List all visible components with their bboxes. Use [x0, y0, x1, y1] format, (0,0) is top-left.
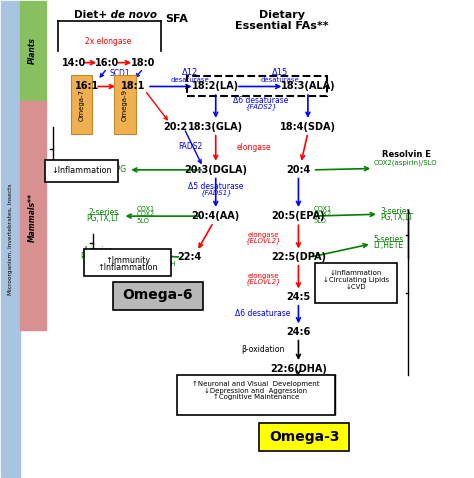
FancyBboxPatch shape [259, 424, 349, 451]
Text: 3-series: 3-series [380, 207, 410, 216]
FancyBboxPatch shape [176, 375, 335, 415]
Text: SFA: SFA [165, 14, 188, 24]
Bar [0, 0, 19, 478]
Text: LTAH: LTAH [318, 264, 334, 270]
Text: 22:6(DHA): 22:6(DHA) [270, 364, 327, 374]
Text: Omega-6: Omega-6 [122, 288, 193, 302]
Text: Omega-9: Omega-9 [122, 88, 128, 120]
Bar [187, 76, 327, 96]
Text: 18:1: 18:1 [121, 81, 145, 91]
FancyBboxPatch shape [45, 160, 118, 182]
Text: {FADS2}: {FADS2} [245, 103, 276, 110]
Text: COX1: COX1 [314, 206, 332, 212]
Text: ↓Circulating Lipids: ↓Circulating Lipids [323, 277, 389, 283]
Text: {ELOVL2}: {ELOVL2} [245, 238, 281, 244]
Text: COX2: COX2 [314, 211, 332, 217]
Text: desaturase: desaturase [170, 76, 209, 83]
Text: desaturase: desaturase [261, 76, 300, 83]
Text: LTAH: LTAH [160, 261, 176, 267]
FancyBboxPatch shape [113, 282, 203, 310]
Text: PG,TX,LT: PG,TX,LT [80, 252, 113, 261]
Text: 16:0: 16:0 [95, 58, 119, 68]
Text: 5LO: 5LO [137, 218, 150, 224]
Text: ↓Inflammation: ↓Inflammation [51, 166, 112, 175]
Text: 2x elongase: 2x elongase [85, 37, 132, 46]
Text: β-oxidation: β-oxidation [241, 345, 285, 354]
Text: PG,TX,LT: PG,TX,LT [86, 214, 119, 223]
Text: ↓Inflammation: ↓Inflammation [330, 271, 383, 276]
Text: Diet+: Diet+ [74, 10, 107, 20]
Text: 20:4(AA): 20:4(AA) [191, 211, 240, 221]
Text: 22:4: 22:4 [178, 252, 202, 262]
Text: LT,HETE: LT,HETE [373, 241, 403, 250]
Text: Δ12: Δ12 [182, 68, 198, 77]
Text: COX2(aspirin)/SLO: COX2(aspirin)/SLO [374, 160, 438, 166]
Text: 20:2: 20:2 [164, 122, 188, 132]
Text: SCD1: SCD1 [110, 69, 130, 78]
Text: 18:4(SDA): 18:4(SDA) [280, 122, 336, 132]
FancyBboxPatch shape [315, 263, 397, 304]
Text: ↑Immunity: ↑Immunity [105, 256, 150, 265]
Text: 22:5(DPA): 22:5(DPA) [271, 252, 326, 262]
Bar [19, 0, 46, 101]
Text: PG,TX,LT: PG,TX,LT [380, 213, 413, 222]
Text: ↑Inflammation: ↑Inflammation [98, 263, 158, 272]
Text: ↑Neuronal and Visual  Development: ↑Neuronal and Visual Development [192, 381, 319, 387]
Text: Microorganism, Invertebrates, Insects: Microorganism, Invertebrates, Insects [8, 183, 13, 295]
Bar [71, 75, 92, 134]
Text: 2-series: 2-series [89, 208, 119, 217]
Text: ↓Depression and  Aggression: ↓Depression and Aggression [204, 388, 308, 393]
Text: Dietary: Dietary [259, 10, 305, 20]
Text: 20:3(DGLA): 20:3(DGLA) [184, 165, 247, 175]
Bar [114, 75, 136, 134]
Text: 14:0: 14:0 [62, 58, 86, 68]
Text: 5LO: 5LO [314, 218, 327, 224]
Text: Δ5 desaturase: Δ5 desaturase [188, 182, 244, 191]
Text: 24:6: 24:6 [286, 327, 310, 337]
Text: COX1: COX1 [137, 206, 155, 212]
Text: de novo: de novo [107, 10, 157, 20]
Text: 1-series PG: 1-series PG [83, 165, 126, 174]
Text: elongase: elongase [247, 273, 279, 279]
Text: 4-series: 4-series [83, 247, 113, 255]
Text: Essential FAs**: Essential FAs** [235, 21, 328, 31]
Text: ↑Cognitive Maintenance: ↑Cognitive Maintenance [213, 394, 299, 400]
Text: 20:5(EPA): 20:5(EPA) [272, 211, 325, 221]
Text: 16:1: 16:1 [75, 81, 100, 91]
Text: Plants: Plants [28, 37, 37, 64]
Text: 18:0: 18:0 [131, 58, 155, 68]
Text: {FADS1}: {FADS1} [200, 189, 232, 196]
Text: elongase: elongase [247, 232, 279, 238]
Text: 24:5: 24:5 [286, 292, 310, 302]
Text: 5-series: 5-series [373, 236, 403, 244]
Text: FADS2: FADS2 [179, 141, 203, 151]
Text: 20:4: 20:4 [286, 165, 310, 175]
Text: Δ6 desaturase: Δ6 desaturase [233, 96, 288, 105]
Text: 18:2(LA): 18:2(LA) [192, 81, 239, 91]
Text: 18:3(GLA): 18:3(GLA) [188, 122, 243, 132]
Bar [19, 101, 46, 329]
Text: 18:3(ALA): 18:3(ALA) [281, 81, 335, 91]
FancyBboxPatch shape [84, 250, 171, 276]
Text: COX2: COX2 [137, 211, 155, 217]
Text: {ELOVL2}: {ELOVL2} [245, 278, 281, 285]
Text: Δ15: Δ15 [273, 68, 289, 77]
Text: Omega-7: Omega-7 [79, 88, 84, 120]
Text: Δ6 desaturase: Δ6 desaturase [235, 309, 291, 318]
Text: ↓CVD: ↓CVD [346, 283, 366, 290]
Text: Mammals**: Mammals** [28, 193, 37, 242]
Text: Resolvin E: Resolvin E [382, 150, 431, 159]
Text: Omega-3: Omega-3 [269, 430, 339, 444]
Text: elongase: elongase [237, 143, 272, 152]
